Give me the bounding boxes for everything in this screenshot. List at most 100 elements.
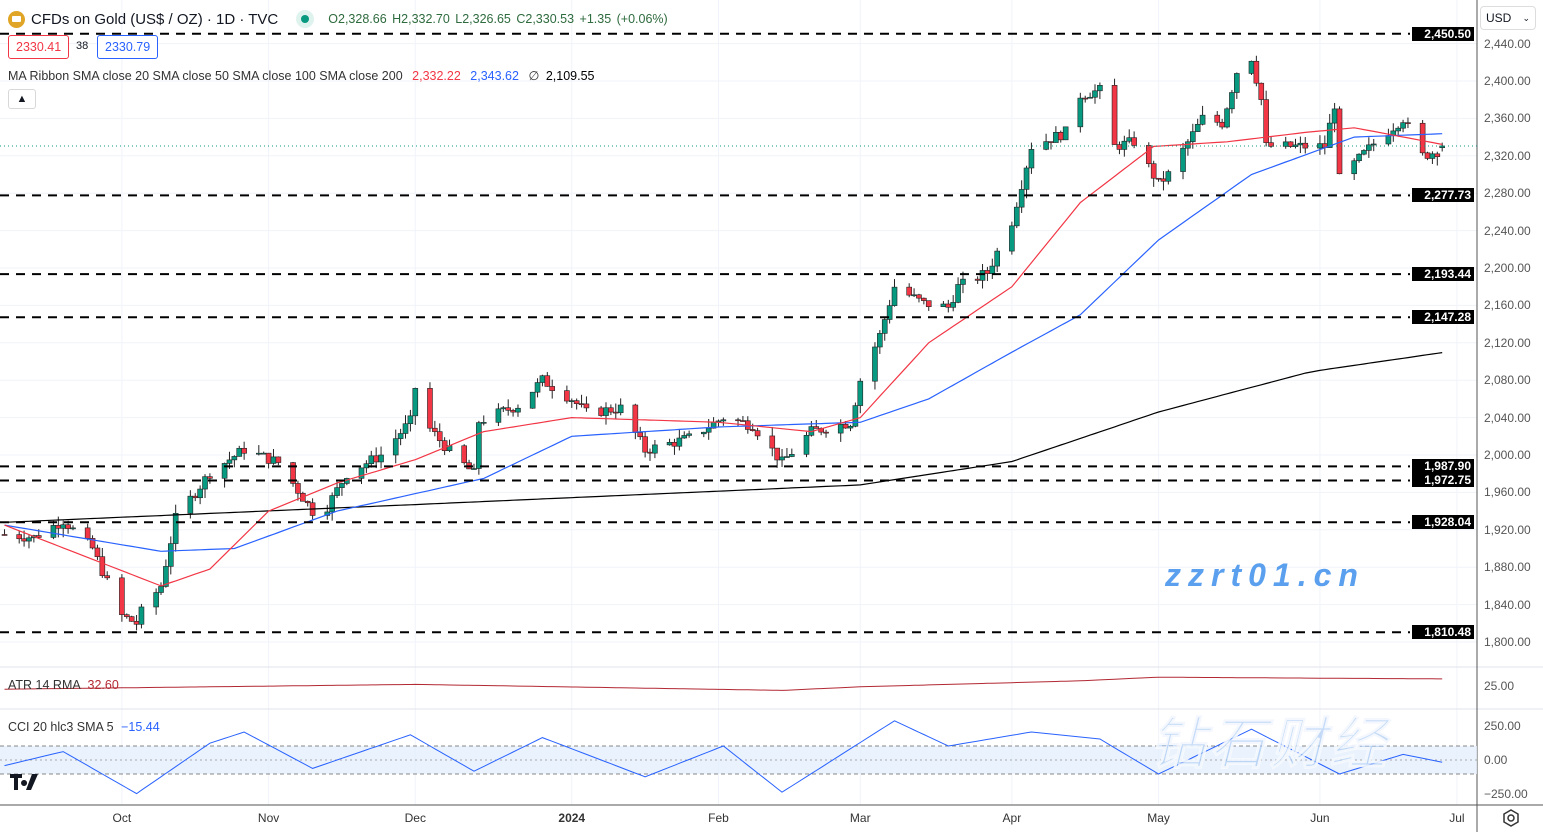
candle-body	[1180, 147, 1186, 172]
time-axis-label: Dec	[404, 811, 426, 825]
candle-body	[984, 270, 991, 274]
sma20-line	[4, 127, 1443, 587]
candle-body	[1219, 121, 1225, 128]
candle-body	[1077, 97, 1084, 128]
settings-gear-icon[interactable]	[1502, 809, 1520, 827]
price-axis-label: 2,200.00	[1484, 261, 1531, 275]
candle-body	[1057, 131, 1064, 141]
candle-body	[945, 303, 952, 308]
candle-body	[378, 454, 384, 463]
cci-legend[interactable]: CCI 20 hlc3 SMA 5 −15.44	[8, 720, 160, 734]
currency-value: USD	[1486, 11, 1512, 25]
candle-body	[226, 459, 233, 464]
candle-body	[89, 538, 96, 549]
price-axis-label: 2,400.00	[1484, 74, 1531, 88]
candle-body	[837, 423, 844, 434]
candle-body	[265, 452, 272, 464]
candle-body	[979, 270, 986, 281]
candle-body	[784, 456, 790, 458]
candle-body	[441, 440, 448, 451]
candle-body	[1214, 114, 1221, 123]
candle-body	[544, 375, 551, 387]
buy-button[interactable]: 2330.79	[97, 35, 159, 59]
candle-body	[877, 333, 883, 348]
candle-body	[119, 577, 125, 615]
sma200-line	[4, 352, 1443, 523]
level-price-label: 1,972.75	[1412, 473, 1474, 488]
candle-body	[1331, 108, 1338, 124]
candle-body	[476, 422, 482, 469]
candle-body	[461, 445, 467, 464]
tradingview-logo-icon[interactable]	[10, 774, 42, 790]
candle-body	[412, 388, 419, 417]
level-price-label: 2,193.44	[1412, 267, 1474, 282]
candle-body	[21, 538, 27, 542]
price-axis-label: 2,040.00	[1484, 410, 1531, 425]
chevron-down-icon: ⌄	[1522, 13, 1530, 23]
candle-body	[202, 476, 208, 490]
candle-body	[104, 575, 111, 579]
candle-body	[529, 391, 536, 409]
time-axis-label: Jun	[1310, 811, 1330, 825]
candle-body	[1116, 144, 1123, 150]
candle-body	[397, 433, 404, 439]
currency-select[interactable]: USD ⌄	[1480, 6, 1536, 30]
cci-axis-label: −250.00	[1484, 787, 1528, 801]
candle-body	[1351, 160, 1357, 175]
time-axis-label: 2024	[558, 811, 586, 825]
cci-axis-label: 250.00	[1484, 719, 1521, 733]
candle-body	[779, 456, 785, 461]
candle-body	[1190, 131, 1196, 143]
candle-body	[495, 408, 502, 423]
candle-body	[735, 419, 741, 422]
candle-body	[1121, 140, 1128, 150]
candle-body	[471, 468, 477, 470]
candle-body	[1297, 142, 1304, 146]
candle-body	[789, 454, 795, 457]
symbol-legend: CFDs on Gold (US$ / OZ) · 1D · TVC O2,32…	[8, 10, 668, 28]
candle-body	[1258, 82, 1265, 100]
candle-body	[632, 404, 639, 433]
candle-body	[60, 524, 67, 529]
candle-body	[617, 404, 624, 414]
candle-body	[652, 444, 658, 454]
candle-body	[84, 527, 91, 539]
candle-body	[886, 305, 893, 320]
candle-body	[940, 303, 947, 308]
sell-button[interactable]: 2330.41	[8, 35, 70, 59]
ma-ribbon-legend[interactable]: MA Ribbon SMA close 20 SMA close 50 SMA …	[8, 68, 595, 83]
price-axis-label: 1,840.00	[1484, 597, 1531, 612]
candle-body	[172, 513, 179, 544]
candle-body	[35, 535, 42, 538]
time-axis-label: Mar	[849, 811, 871, 825]
candle-body	[647, 451, 653, 454]
candle-body	[432, 427, 438, 432]
candle-body	[94, 547, 101, 557]
price-axis-label: 1,800.00	[1484, 635, 1531, 649]
candle-body	[642, 436, 648, 453]
candle-body	[686, 433, 692, 436]
candle-body	[153, 592, 159, 608]
price-axis-label: 2,440.00	[1484, 36, 1531, 51]
spread-value: 38	[76, 40, 89, 52]
candle-body	[1224, 108, 1230, 128]
candle-body	[16, 534, 23, 540]
candle-body	[1048, 141, 1054, 143]
candle-body	[573, 400, 580, 404]
atr-line	[4, 676, 1443, 691]
symbol-title[interactable]: CFDs on Gold (US$ / OZ) · 1D · TVC	[31, 10, 279, 28]
level-price-label: 1,810.48	[1412, 625, 1474, 640]
price-axis-label: 2,120.00	[1484, 335, 1531, 350]
candle-body	[197, 488, 203, 499]
candle-body	[1282, 141, 1289, 147]
candle-body	[681, 435, 688, 439]
atr-legend[interactable]: ATR 14 RMA 32.60	[8, 678, 119, 692]
candle-body	[207, 476, 213, 479]
candle-body	[994, 250, 1001, 267]
candle-body	[1023, 167, 1030, 190]
collapse-legend-button[interactable]: ▲	[8, 89, 36, 109]
price-axis-label: 2,280.00	[1484, 186, 1531, 201]
watermark-logo: 钻石财经	[1150, 712, 1390, 776]
candle-body	[911, 294, 917, 297]
